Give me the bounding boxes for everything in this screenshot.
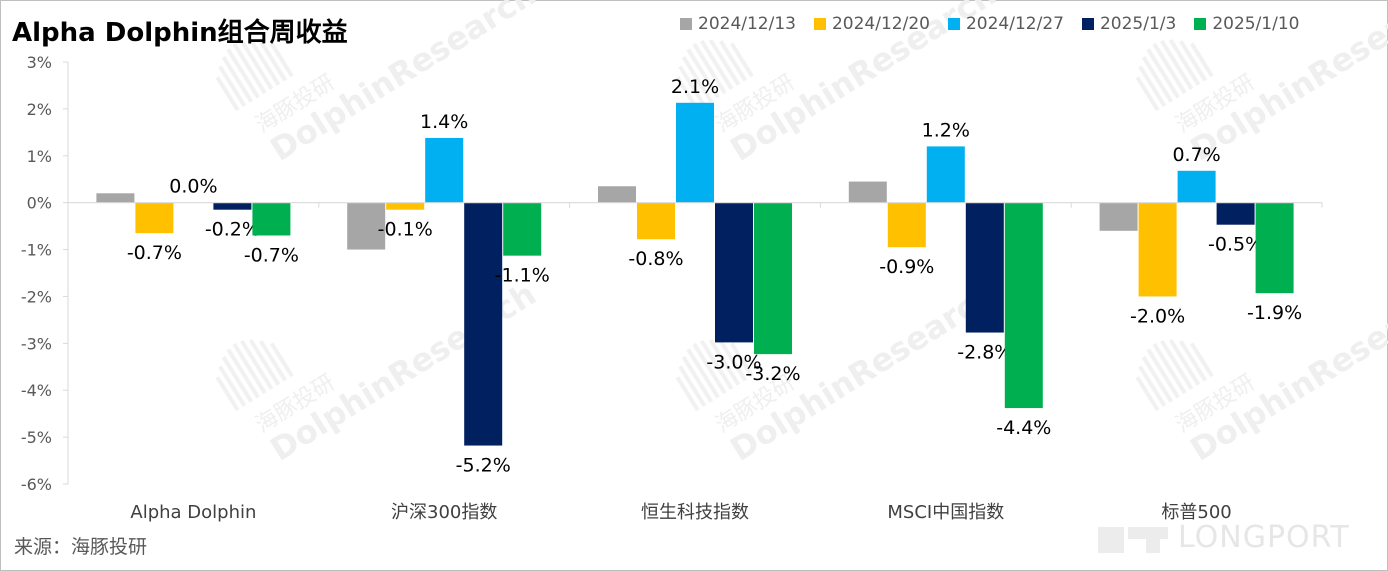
y-tick-label: -6%	[21, 475, 52, 494]
legend-item-4: 2025/1/10	[1194, 14, 1299, 34]
bar-1-4	[1138, 202, 1177, 297]
legend: 2024/12/13 2024/12/20 2024/12/27 2025/1/3 20…	[680, 14, 1299, 34]
bar-2-2	[676, 102, 714, 203]
y-tick-label: -1%	[21, 241, 52, 260]
legend-swatch	[813, 18, 826, 30]
data-label: -0.9%	[879, 256, 934, 278]
data-label: -5.2%	[456, 455, 511, 477]
data-label: 0.7%	[1172, 144, 1220, 166]
bar-0-1	[347, 202, 386, 250]
data-label: 0.0%	[169, 176, 217, 198]
source-note: 来源：海豚投研	[14, 536, 148, 558]
bar-1-3	[887, 202, 926, 248]
data-label: 1.4%	[420, 111, 468, 133]
data-label: -0.7%	[127, 242, 182, 264]
bar-0-0	[96, 193, 135, 203]
legend-label: 2024/12/27	[965, 14, 1064, 34]
bar-3-0	[213, 202, 252, 210]
legend-item-1: 2024/12/20	[813, 14, 930, 34]
bar-4-3	[1004, 202, 1043, 409]
bar-0-3	[848, 181, 887, 203]
legend-item-0: 2024/12/13	[680, 14, 796, 34]
bar-0-4	[1099, 202, 1138, 231]
bar-4-2	[754, 202, 792, 355]
x-tick-label: 沪深300指数	[391, 502, 497, 523]
y-tick-label: -5%	[21, 428, 52, 447]
data-label: -0.7%	[244, 244, 299, 266]
bar-4-1	[503, 202, 542, 256]
data-label: -0.1%	[378, 219, 433, 241]
chart-title: Alpha Dolphin组合周收益	[12, 18, 348, 48]
legend-label: 2024/12/13	[698, 14, 796, 34]
y-tick-label: 2%	[27, 100, 52, 119]
bar-4-0	[252, 202, 291, 236]
legend-label: 2025/1/3	[1099, 14, 1177, 34]
legend-swatch	[680, 18, 692, 30]
legend-swatch	[1081, 18, 1094, 30]
x-tick-label: MSCI中国指数	[887, 502, 1004, 523]
bar-1-0	[135, 202, 174, 234]
bar-3-3	[965, 202, 1004, 333]
y-tick-label: -3%	[21, 334, 52, 353]
longport-watermark: LONGPORT	[1098, 520, 1350, 555]
data-label: -2.0%	[1130, 305, 1185, 327]
legend-swatch	[1194, 18, 1207, 30]
bar-1-2	[637, 202, 675, 240]
legend-label: 2024/12/20	[831, 14, 930, 34]
bar-0-2	[598, 186, 636, 203]
longport-wordmark: LONGPORT	[1178, 520, 1350, 555]
x-tick-label: 标普500	[1161, 502, 1231, 523]
bar-2-3	[926, 146, 965, 203]
bar-2-1	[425, 137, 464, 203]
data-label: -1.9%	[1247, 302, 1302, 324]
legend-item-3: 2025/1/3	[1081, 14, 1177, 34]
longport-logo-icon	[1098, 526, 1168, 553]
bar-4-4	[1255, 202, 1294, 294]
bar-3-1	[464, 202, 503, 446]
data-label: -3.0%	[706, 351, 761, 373]
bar-3-4	[1216, 202, 1255, 225]
data-label: -0.8%	[628, 248, 683, 270]
legend-label: 2025/1/10	[1212, 14, 1300, 34]
data-label: -1.1%	[495, 265, 550, 287]
data-label: -4.4%	[996, 417, 1051, 439]
y-tick-label: 0%	[27, 194, 52, 213]
data-label: -3.2%	[745, 363, 800, 385]
legend-item-2: 2024/12/27	[947, 14, 1064, 34]
x-tick-label: 恒生科技指数	[641, 502, 749, 523]
y-tick-label: -2%	[21, 287, 52, 306]
data-label: 1.2%	[922, 119, 970, 141]
bar-2-4	[1177, 170, 1216, 203]
x-tick-label: Alpha Dolphin	[130, 502, 256, 523]
data-label: -2.8%	[957, 342, 1012, 364]
y-tick-label: -4%	[21, 381, 52, 400]
data-label: -0.5%	[1208, 234, 1263, 256]
y-tick-label: 1%	[27, 147, 52, 166]
legend-swatch	[947, 18, 960, 30]
bar-3-2	[715, 202, 753, 343]
bar-1-1	[386, 202, 425, 210]
y-tick-label: 3%	[27, 53, 52, 72]
data-label: -0.2%	[205, 219, 260, 241]
data-label: 2.1%	[671, 76, 719, 98]
